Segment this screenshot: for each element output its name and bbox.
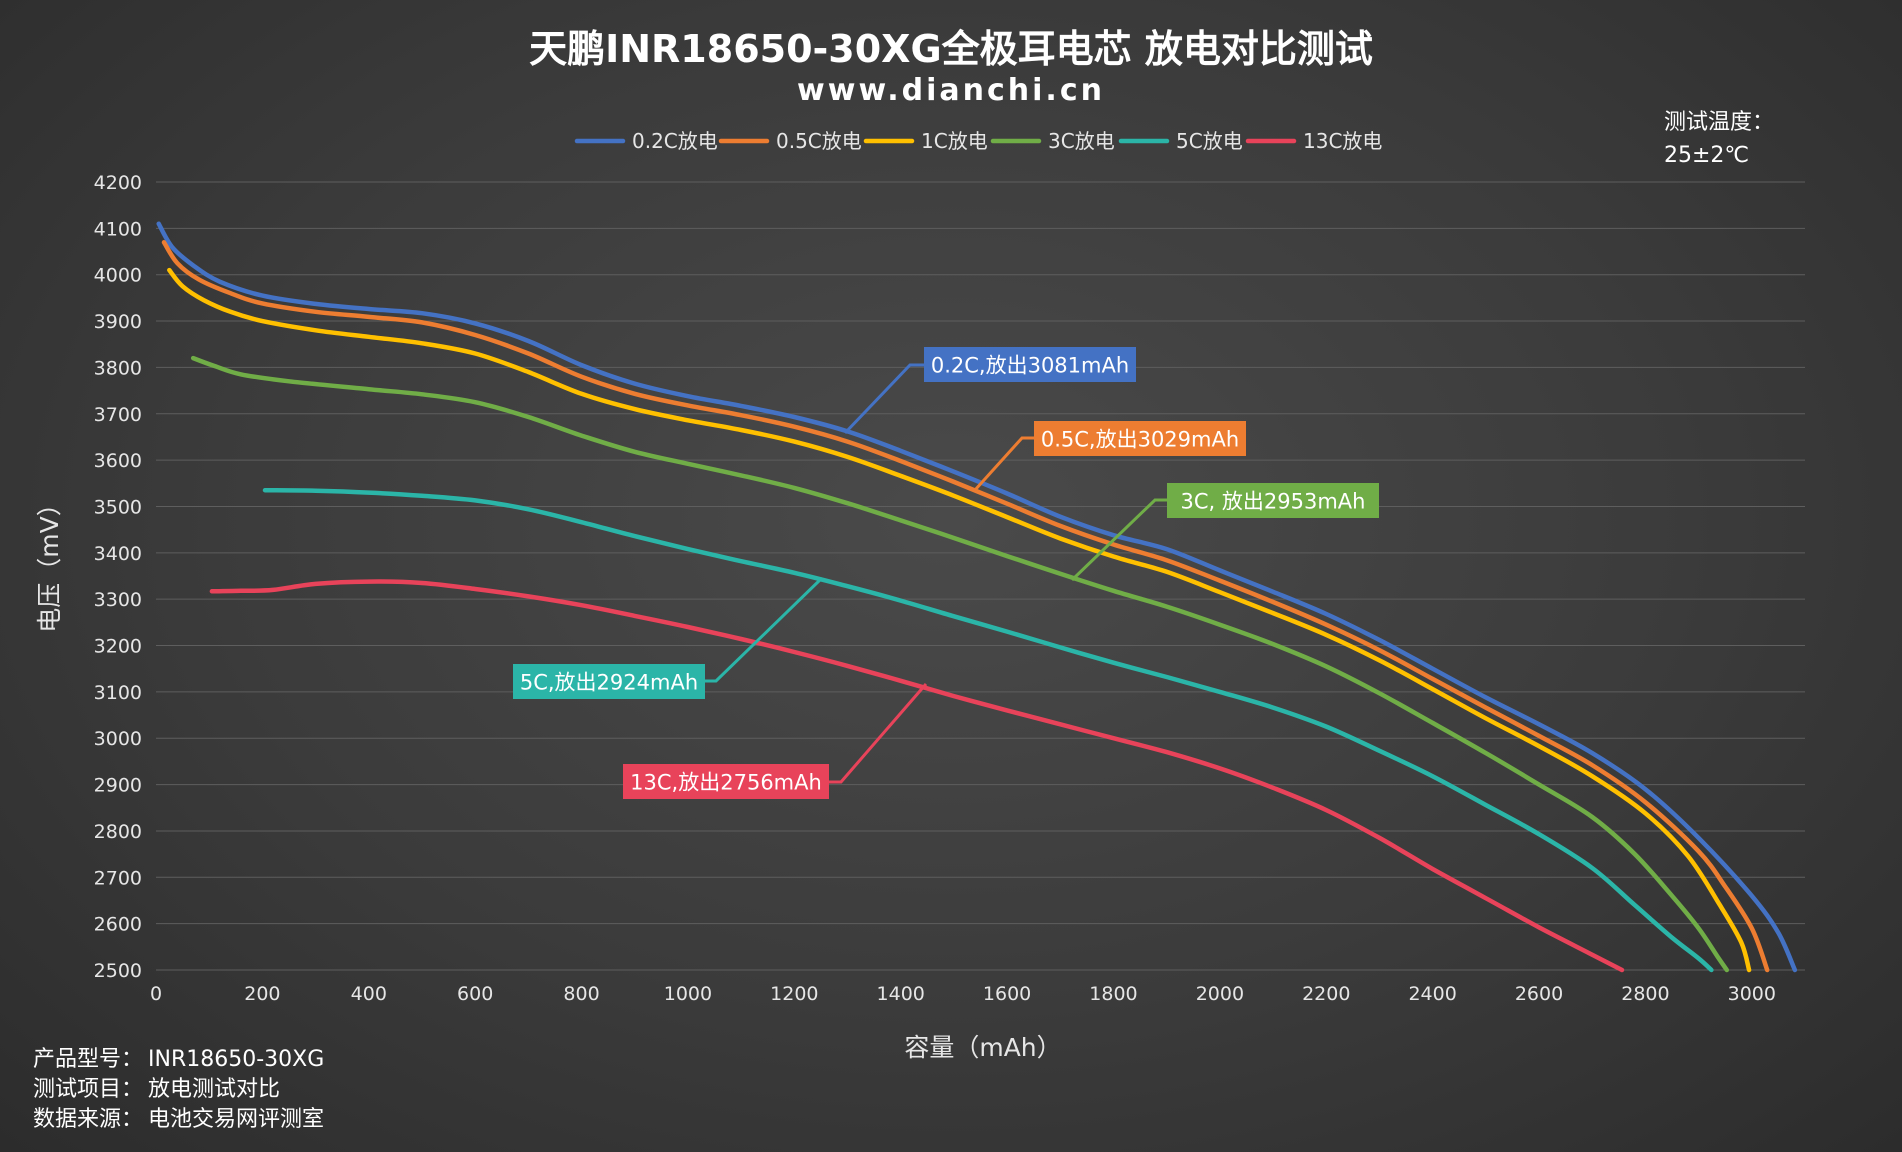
x-tick-label: 1600	[983, 983, 1031, 1005]
x-tick-label: 200	[244, 983, 280, 1005]
y-axis-label: 电压（mV）	[35, 491, 64, 632]
y-tick-label: 3800	[94, 357, 142, 379]
y-tick-label: 2900	[94, 775, 142, 797]
x-tick-label: 2200	[1302, 983, 1350, 1005]
legend-label: 3C放电	[1048, 129, 1115, 153]
callout-label: 0.2C,放出3081mAh	[931, 354, 1129, 378]
callout-leader	[973, 436, 1034, 492]
legend-label: 1C放电	[921, 129, 988, 153]
callouts: 0.2C,放出3081mAh 0.5C,放出3029mAh 3C, 放出2953mA…	[513, 347, 1379, 799]
series-line-13c	[209, 579, 1625, 973]
callout-leader	[705, 576, 824, 683]
callout-label: 13C,放出2756mAh	[630, 771, 822, 795]
y-tick-label: 4000	[94, 265, 142, 287]
y-tick-label: 3600	[94, 450, 142, 472]
x-axis-ticks: 0 200 400 600 800 1000 1200 1400 1600 1800 2000 220…	[150, 983, 1776, 1005]
x-tick-label: 1200	[770, 983, 818, 1005]
callout-label: 5C,放出2924mAh	[520, 671, 698, 695]
y-tick-label: 4100	[94, 218, 142, 240]
y-axis-ticks: 2500 2600 2700 2800 2900 3000 3100 3200 3300 3400…	[94, 172, 142, 982]
x-tick-label: 400	[351, 983, 387, 1005]
y-tick-label: 2700	[94, 867, 142, 889]
callout-label: 0.5C,放出3029mAh	[1041, 428, 1239, 452]
temperature-value: 25±2℃	[1664, 143, 1749, 168]
x-tick-label: 3000	[1728, 983, 1776, 1005]
x-axis-label: 容量（mAh）	[904, 1033, 1061, 1062]
x-tick-label: 800	[563, 983, 599, 1005]
info-source-value: 电池交易网评测室	[148, 1107, 324, 1132]
callout-leader	[829, 683, 928, 784]
legend: 0.2C放电 0.5C放电 1C放电 3C放电 5C放电 13C放电	[574, 129, 1382, 153]
series-line-0-2c	[156, 221, 1798, 973]
temperature-label: 测试温度：	[1664, 110, 1774, 135]
series-line-0-5c	[161, 240, 1770, 973]
chart-title: 天鹏INR18650-30XG全极耳电芯 放电对比测试	[529, 27, 1373, 71]
y-tick-label: 2500	[94, 960, 142, 982]
x-tick-label: 2800	[1621, 983, 1669, 1005]
series-line-3c	[190, 355, 1730, 973]
info-source-label: 数据来源：	[33, 1107, 143, 1132]
callout-leader	[843, 363, 924, 435]
y-tick-label: 2800	[94, 821, 142, 843]
x-tick-label: 2000	[1196, 983, 1244, 1005]
x-tick-label: 600	[457, 983, 493, 1005]
y-tick-label: 4200	[94, 172, 142, 194]
y-tick-label: 2600	[94, 914, 142, 936]
x-tick-label: 1400	[877, 983, 925, 1005]
info-model-value: INR18650-30XG	[148, 1047, 324, 1072]
callout-leader	[1070, 498, 1167, 582]
x-tick-label: 2400	[1408, 983, 1456, 1005]
callout-label: 3C, 放出2953mAh	[1181, 490, 1366, 514]
callout-box	[924, 347, 1136, 382]
legend-label: 13C放电	[1303, 129, 1382, 153]
info-model-label: 产品型号：	[33, 1047, 143, 1072]
x-tick-label: 1800	[1089, 983, 1137, 1005]
callout-box	[623, 764, 829, 799]
y-tick-label: 3200	[94, 636, 142, 658]
y-tick-label: 3300	[94, 589, 142, 611]
legend-label: 5C放电	[1176, 129, 1243, 153]
chart-subtitle: www.dianchi.cn	[797, 73, 1105, 108]
series-lines	[156, 221, 1798, 973]
callout-box	[1034, 421, 1246, 456]
callout-box	[1167, 483, 1379, 518]
callout-box	[513, 664, 705, 699]
x-tick-label: 1000	[664, 983, 712, 1005]
gridlines	[156, 181, 1805, 971]
legend-label: 0.2C放电	[632, 129, 718, 153]
x-tick-label: 0	[150, 983, 162, 1005]
x-tick-label: 2600	[1515, 983, 1563, 1005]
info-test-label: 测试项目：	[33, 1077, 143, 1102]
y-tick-label: 3400	[94, 543, 142, 565]
y-tick-label: 3900	[94, 311, 142, 333]
y-tick-label: 3500	[94, 496, 142, 518]
y-tick-label: 3700	[94, 404, 142, 426]
info-test-value: 放电测试对比	[148, 1077, 280, 1102]
series-line-5c	[262, 487, 1714, 973]
legend-label: 0.5C放电	[776, 129, 862, 153]
y-tick-label: 3100	[94, 682, 142, 704]
y-tick-label: 3000	[94, 728, 142, 750]
series-line-1c	[167, 267, 1752, 973]
